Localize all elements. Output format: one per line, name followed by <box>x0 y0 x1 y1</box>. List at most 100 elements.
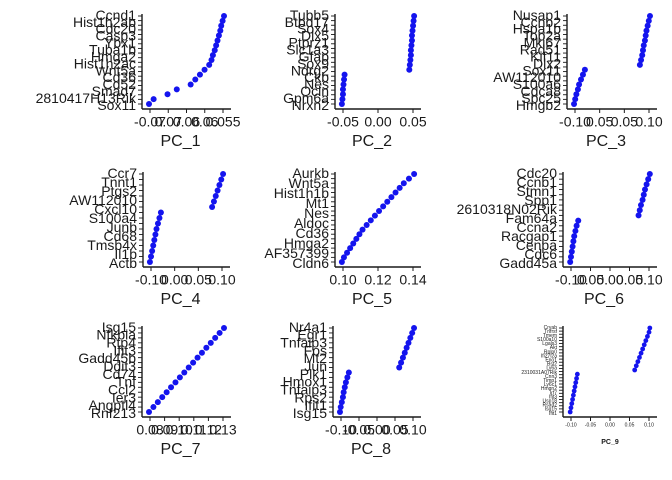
y-tick-label: Hmga2 <box>91 48 136 64</box>
loading-point <box>151 237 158 243</box>
y-tick-label: Akt <box>550 345 558 351</box>
panel-pc8: Nr4a1Egr1Tnfaip3FosMt2JunPlk1Hmox1Tnfaip… <box>280 319 427 458</box>
y-tick-label: Cd68 <box>104 228 138 244</box>
x-tick-label: 0.12 <box>195 422 222 438</box>
y-tick-label: Ly6c1 <box>544 382 557 388</box>
loading-point <box>643 181 650 188</box>
loading-point <box>345 369 352 376</box>
loading-point <box>338 259 345 265</box>
loading-point <box>338 399 345 406</box>
x-tick-label: 0.12 <box>364 272 391 288</box>
x-tick-label: 0.05 <box>611 114 638 130</box>
loading-point <box>579 71 586 78</box>
loading-point <box>380 203 387 210</box>
loading-point <box>392 189 399 196</box>
loading-point <box>194 354 201 361</box>
y-tick-label: Ybx1 <box>104 35 136 51</box>
loading-point <box>632 367 638 373</box>
y-tick-label: Smad7 <box>92 83 137 99</box>
loading-point <box>644 22 651 29</box>
y-tick-label: Tmsb4x <box>87 237 137 253</box>
loading-point <box>210 198 217 205</box>
loading-point <box>639 196 646 203</box>
y-tick-label: S100a10 <box>537 337 557 343</box>
x-tick-label: 0.10 <box>399 422 426 438</box>
y-tick-label: Cd74 <box>103 366 137 382</box>
loading-point <box>567 259 574 265</box>
loading-point <box>646 13 653 19</box>
loading-point <box>643 27 650 34</box>
loading-point <box>569 243 576 250</box>
y-tick-label: S100a4 <box>89 210 137 226</box>
x-tick-label: 0.10 <box>635 272 662 288</box>
y-tick-label: Ndrg2 <box>291 62 329 78</box>
x-axis-title: PC_1 <box>160 133 200 150</box>
y-tick-label: Ccnb2 <box>521 14 562 30</box>
loading-point <box>571 388 577 394</box>
loading-point <box>410 17 417 24</box>
x-tick-label: 0.10 <box>635 114 662 130</box>
y-tick-label: AW112010 <box>493 69 561 85</box>
x-tick-label: 0.08 <box>136 422 163 438</box>
y-tick-label: Ccnd1 <box>96 7 137 23</box>
loading-point <box>636 207 643 214</box>
loading-point <box>176 374 183 381</box>
y-tick-label: Rad51 <box>520 42 561 58</box>
loading-point <box>221 13 227 19</box>
loading-point <box>154 220 161 227</box>
loading-point <box>574 376 579 381</box>
loading-point <box>643 338 649 343</box>
y-tick-label: Ifit3 <box>549 394 557 400</box>
y-tick-label: Angptl4 <box>89 397 137 413</box>
y-tick-label: Isg15 <box>545 407 557 413</box>
y-tick-label: Rnf213 <box>91 405 136 421</box>
x-axis-title: PC_9 <box>601 439 619 446</box>
loading-point <box>220 171 227 177</box>
loading-point <box>570 238 577 245</box>
y-tick-label: Spp1 <box>524 192 557 208</box>
loading-point <box>363 221 370 228</box>
loading-point <box>214 37 221 44</box>
loading-point <box>371 212 378 219</box>
y-tick-label: Ifi27l2a <box>541 353 557 359</box>
y-tick-label: Hist1h1b <box>274 185 329 201</box>
loading-point <box>572 227 579 234</box>
loading-point <box>146 101 152 107</box>
loading-point <box>359 226 366 233</box>
loading-point <box>207 339 214 346</box>
loading-point <box>150 96 157 103</box>
loading-point <box>152 231 159 238</box>
loading-point <box>571 233 578 240</box>
y-tick-label: Plk1 <box>300 366 327 382</box>
loading-point <box>388 194 395 201</box>
loading-point <box>407 334 414 341</box>
y-tick-label: Cd36 <box>296 225 330 241</box>
x-tick-label: 0.10 <box>644 423 654 429</box>
loading-point <box>570 397 575 402</box>
loading-point <box>221 325 227 331</box>
x-tick-label: 0.10 <box>208 272 235 288</box>
y-tick-label: Nes <box>304 76 329 92</box>
loading-point <box>212 193 219 199</box>
loading-point <box>405 339 412 346</box>
loading-point <box>574 86 581 93</box>
y-tick-label: AF357399 <box>264 245 329 261</box>
loading-point <box>642 32 649 39</box>
loading-point <box>181 369 188 376</box>
loading-point <box>574 371 580 377</box>
y-tick-label: Isg15 <box>102 319 136 335</box>
loading-point <box>645 17 652 24</box>
x-tick-label: -0.10 <box>565 423 577 429</box>
loading-point <box>206 61 213 68</box>
loading-point <box>581 66 588 73</box>
y-tick-label: Cryab <box>544 325 558 331</box>
y-tick-label: Ifit1 <box>304 397 327 413</box>
y-tick-label: Sox11 <box>522 62 561 78</box>
x-tick-label: 0.00 <box>363 422 390 438</box>
x-tick-label: 0.00 <box>161 272 188 288</box>
y-tick-label: Ccnb1 <box>517 174 558 190</box>
loading-point <box>342 379 349 386</box>
panel-pc2: Tubb5Btbd17Sox4Dlx5Ptprz1Slc1a3GfapSox9N… <box>283 7 427 150</box>
loading-point <box>159 394 166 401</box>
